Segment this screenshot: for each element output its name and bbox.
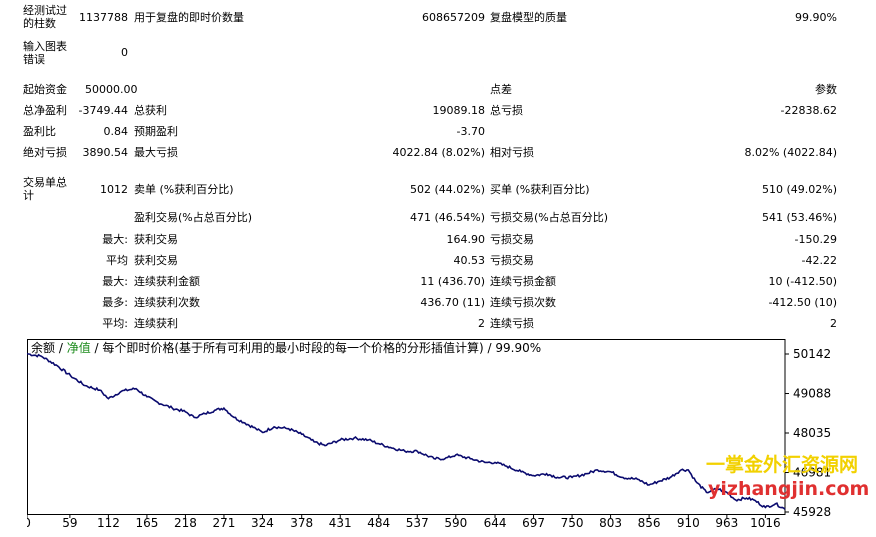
absolute-drawdown-value: 3890.54	[82, 146, 129, 159]
average-loss-value: -42.22	[801, 254, 837, 267]
plot-frame	[27, 339, 786, 515]
profit-trades-value: 471 (46.54%)	[409, 211, 485, 224]
x-tick-label: 112	[97, 516, 120, 530]
watermark-logo-url: yizhangjin.com	[708, 478, 870, 500]
largest-profit-label: 获利交易	[134, 233, 178, 246]
average-profit-value: 40.53	[453, 254, 486, 267]
max-consec-wins-value: 11 (436.70)	[420, 275, 485, 288]
x-tick-label: 59	[62, 516, 77, 530]
legend-balance: 余额	[31, 341, 56, 355]
x-tick-label: 271	[212, 516, 235, 530]
x-tick-label: 590	[444, 516, 467, 530]
total-trades-label: 交易单总计	[23, 176, 67, 202]
x-tick-label: 484	[367, 516, 390, 530]
profit-trades-label: 盈利交易(%占总百分比)	[134, 211, 253, 224]
avg-consec-losses-value: 2	[830, 317, 837, 330]
x-tick-label: 218	[174, 516, 197, 530]
y-tick-label: 50142	[793, 347, 831, 361]
gross-loss-value: -22838.62	[780, 104, 837, 117]
avg-consec-wins-label: 连续获利	[134, 317, 178, 330]
largest-profit-value: 164.90	[446, 233, 486, 246]
legend-separator: /	[55, 341, 67, 355]
absolute-drawdown-label: 绝对亏损	[23, 146, 67, 159]
x-tick-label: 750	[561, 516, 584, 530]
x-tick-label: 963	[715, 516, 738, 530]
maximum-prefix: 最大:	[102, 275, 128, 288]
long-positions-value: 510 (49.02%)	[761, 183, 837, 196]
maximal-prefix: 最多:	[102, 296, 128, 309]
ticks-modelled-label: 用于复盘的即时价数量	[134, 11, 244, 24]
total-trades-value: 1012	[100, 183, 128, 196]
average-profit-label: 获利交易	[134, 254, 178, 267]
x-tick-label: 537	[406, 516, 429, 530]
maximal-drawdown-label: 最大亏损	[134, 146, 178, 159]
initial-deposit-value: 50000.00	[85, 83, 138, 96]
maximal-consec-wins-value: 436.70 (11)	[420, 296, 485, 309]
spread-value: 参数	[815, 83, 837, 96]
legend-equity: 净值	[66, 341, 91, 355]
x-tick-label: 910	[677, 516, 700, 530]
expected-payoff-label: 预期盈利	[134, 125, 178, 138]
modelling-quality-label: 复盘模型的质量	[490, 11, 567, 24]
max-consec-losses-value: 10 (-412.50)	[768, 275, 837, 288]
x-tick-label: 856	[638, 516, 661, 530]
x-tick-label: 803	[599, 516, 622, 530]
max-consec-wins-label: 连续获利金额	[134, 275, 200, 288]
expected-payoff-value: -3.70	[456, 125, 485, 138]
x-tick-label: 644	[484, 516, 507, 530]
short-positions-label: 卖单 (%获利百分比)	[134, 183, 234, 196]
maximal-consec-losses-value: -412.50 (10)	[768, 296, 837, 309]
largest-loss-value: -150.29	[794, 233, 837, 246]
long-positions-label: 买单 (%获利百分比)	[490, 183, 590, 196]
x-tick-label: 431	[329, 516, 352, 530]
balance-line	[27, 352, 786, 510]
y-tick-label: 48035	[793, 426, 831, 440]
gross-profit-value: 19089.18	[432, 104, 486, 117]
initial-deposit-label: 起始资金	[23, 83, 67, 96]
short-positions-value: 502 (44.02%)	[409, 183, 485, 196]
gross-loss-label: 总亏损	[490, 104, 523, 117]
largest-loss-label: 亏损交易	[490, 233, 534, 246]
profit-factor-label: 盈利比	[23, 125, 56, 138]
maximal-consec-wins-label: 连续获利次数	[134, 296, 200, 309]
chart-legend: 余额 / 净值 / 每个即时价格(基于所有可利用的最小时段的每一个价格的分形插值…	[31, 340, 541, 356]
max-consec-losses-label: 连续亏损金额	[490, 275, 556, 288]
x-tick-label: 0	[27, 516, 31, 530]
watermark-logo-cn: 一掌金外汇资源网	[706, 454, 859, 476]
balance-chart: 50142 49088 48035 46981 45928 0 59 112 165 218 271…	[27, 339, 869, 530]
average-prefix: 平均	[106, 254, 128, 267]
gross-profit-label: 总获利	[134, 104, 167, 117]
y-tick-label: 46981	[793, 466, 831, 480]
x-tick-label: 165	[135, 516, 158, 530]
x-tick-label: 324	[251, 516, 274, 530]
maximal-drawdown-value: 4022.84 (8.02%)	[392, 146, 485, 159]
x-tick-label: 697	[522, 516, 545, 530]
relative-drawdown-value: 8.02% (4022.84)	[744, 146, 837, 159]
avg-consec-losses-label: 连续亏损	[490, 317, 534, 330]
y-tick-label: 45928	[793, 505, 831, 519]
x-tick-label: 1016	[750, 516, 781, 530]
loss-trades-value: 541 (53.46%)	[761, 211, 837, 224]
chart-errors-label: 输入图表错误	[23, 40, 67, 66]
legend-description: / 每个即时价格(基于所有可利用的最小时段的每一个价格的分形插值计算) / 99…	[90, 341, 542, 355]
profit-factor-value: 0.84	[103, 125, 129, 138]
x-tick-label: 378	[290, 516, 313, 530]
net-profit-value: -3749.44	[78, 104, 128, 117]
loss-trades-label: 亏损交易(%占总百分比)	[490, 211, 609, 224]
ticks-modelled-value: 608657209	[422, 11, 485, 24]
maximal-consec-losses-label: 连续亏损次数	[490, 296, 556, 309]
avg-consec-wins-value: 2	[478, 317, 485, 330]
avg-consec-prefix: 平均:	[102, 317, 128, 330]
relative-drawdown-label: 相对亏损	[490, 146, 534, 159]
bars-tested-value: 1137788	[79, 11, 128, 24]
largest-prefix: 最大:	[102, 233, 128, 246]
modelling-quality-value: 99.90%	[795, 11, 837, 24]
balance-chart-svg: 50142 49088 48035 46981 45928 0 59 112 165 218 271…	[27, 339, 831, 530]
chart-errors-value: 0	[121, 46, 128, 59]
average-loss-label: 亏损交易	[490, 254, 534, 267]
bars-tested-label: 经测试过的柱数	[23, 4, 67, 30]
spread-label: 点差	[490, 83, 512, 96]
net-profit-label: 总净盈利	[23, 104, 67, 117]
y-tick-label: 49088	[793, 387, 831, 401]
